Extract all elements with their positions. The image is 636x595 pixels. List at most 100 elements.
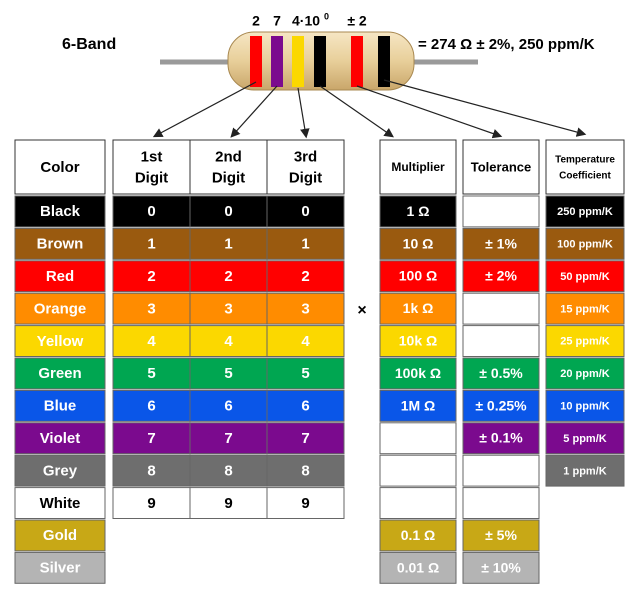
cell-text: 9 bbox=[301, 495, 309, 512]
cell-text: 3 bbox=[301, 300, 309, 317]
cell bbox=[379, 551, 457, 584]
cell bbox=[14, 454, 106, 487]
cell-text: 25 ppm/K bbox=[560, 336, 610, 348]
cell bbox=[545, 260, 625, 293]
cell-text: 0.1 Ω bbox=[401, 527, 436, 543]
column-header: Digit bbox=[212, 169, 245, 186]
cell bbox=[379, 454, 457, 487]
cell-text: Yellow bbox=[37, 333, 84, 350]
cell bbox=[462, 260, 540, 293]
cell-text: 6 bbox=[147, 398, 155, 415]
cell bbox=[462, 487, 540, 520]
cell-text: ± 5% bbox=[485, 527, 517, 543]
cell-text: 250 ppm/K bbox=[557, 206, 613, 218]
cell-text: 1 bbox=[301, 236, 309, 253]
cell bbox=[545, 357, 625, 390]
cell bbox=[545, 389, 625, 422]
cell bbox=[379, 519, 457, 552]
cell bbox=[266, 195, 345, 228]
cell bbox=[462, 227, 540, 260]
cell-text: 4 bbox=[147, 333, 156, 350]
cell-text: 8 bbox=[301, 462, 309, 479]
cell bbox=[189, 422, 268, 455]
header-cell bbox=[462, 139, 540, 195]
cell-text: ± 0.25% bbox=[475, 397, 527, 413]
arrows bbox=[152, 79, 587, 139]
cell bbox=[14, 487, 106, 520]
cell-text: 9 bbox=[224, 495, 232, 512]
cell-text: Black bbox=[40, 203, 81, 220]
cell-text: 1k Ω bbox=[403, 300, 434, 316]
cell-text: 10 ppm/K bbox=[560, 401, 610, 413]
cell bbox=[379, 487, 457, 520]
cell bbox=[112, 389, 191, 422]
band bbox=[351, 36, 363, 87]
cell bbox=[112, 227, 191, 260]
cell-text: Gold bbox=[43, 527, 77, 544]
annotation: 2 bbox=[252, 13, 260, 29]
column-header: Coefficient bbox=[559, 171, 611, 182]
cell bbox=[189, 292, 268, 325]
cell-text: 7 bbox=[301, 430, 309, 447]
cell-text: 7 bbox=[224, 430, 232, 447]
cell-text: 10 Ω bbox=[403, 235, 434, 251]
cell bbox=[112, 487, 191, 520]
arrow bbox=[297, 87, 310, 139]
operator: × bbox=[357, 302, 366, 319]
cell bbox=[14, 357, 106, 390]
cell bbox=[379, 357, 457, 390]
cell-text: 15 ppm/K bbox=[560, 303, 610, 315]
cell-text: 0 bbox=[224, 203, 232, 220]
cell-text: 0 bbox=[301, 203, 309, 220]
cell bbox=[189, 487, 268, 520]
cell bbox=[379, 195, 457, 228]
cell-text: 6 bbox=[301, 398, 309, 415]
cell bbox=[189, 260, 268, 293]
band bbox=[314, 36, 326, 87]
column-header: 2nd bbox=[215, 148, 242, 165]
cell-text: Grey bbox=[43, 462, 78, 479]
annotation: 0 bbox=[324, 11, 329, 21]
column-header: Color bbox=[40, 159, 79, 176]
cell-text: ± 2% bbox=[485, 268, 517, 284]
cell-text: 1 bbox=[147, 236, 155, 253]
cell bbox=[545, 325, 625, 358]
cell-text: 8 bbox=[224, 462, 232, 479]
cell-text: 6 bbox=[224, 398, 232, 415]
cell bbox=[545, 454, 625, 487]
cell-text: ± 10% bbox=[481, 559, 521, 575]
cell bbox=[266, 389, 345, 422]
cell bbox=[112, 454, 191, 487]
cell bbox=[14, 389, 106, 422]
cell bbox=[266, 454, 345, 487]
column-header: 1st bbox=[141, 148, 163, 165]
cell bbox=[462, 519, 540, 552]
cell bbox=[462, 454, 540, 487]
cell-text: Blue bbox=[44, 398, 77, 415]
cell bbox=[14, 325, 106, 358]
cell bbox=[266, 325, 345, 358]
bands bbox=[250, 36, 390, 87]
cell-text: 4 bbox=[224, 333, 233, 350]
header-cell bbox=[112, 139, 191, 195]
cell-text: ± 0.5% bbox=[479, 365, 523, 381]
column-header: Tolerance bbox=[471, 159, 531, 174]
arrow bbox=[319, 85, 394, 138]
cell-text: 20 ppm/K bbox=[560, 368, 610, 380]
cell-text: 1 Ω bbox=[407, 203, 430, 219]
cell-text: 8 bbox=[147, 462, 155, 479]
cell bbox=[266, 487, 345, 520]
cell bbox=[379, 292, 457, 325]
header-cell bbox=[14, 139, 106, 195]
cell bbox=[379, 422, 457, 455]
cell-text: Green bbox=[38, 365, 81, 382]
cell bbox=[462, 292, 540, 325]
cell-text: 1 ppm/K bbox=[563, 465, 606, 477]
cell bbox=[266, 292, 345, 325]
cell-text: 1M Ω bbox=[401, 397, 436, 413]
cell-text: 5 bbox=[147, 365, 155, 382]
cell-text: 0.01 Ω bbox=[397, 559, 439, 575]
cell-text: 2 bbox=[224, 268, 232, 285]
cell bbox=[266, 422, 345, 455]
